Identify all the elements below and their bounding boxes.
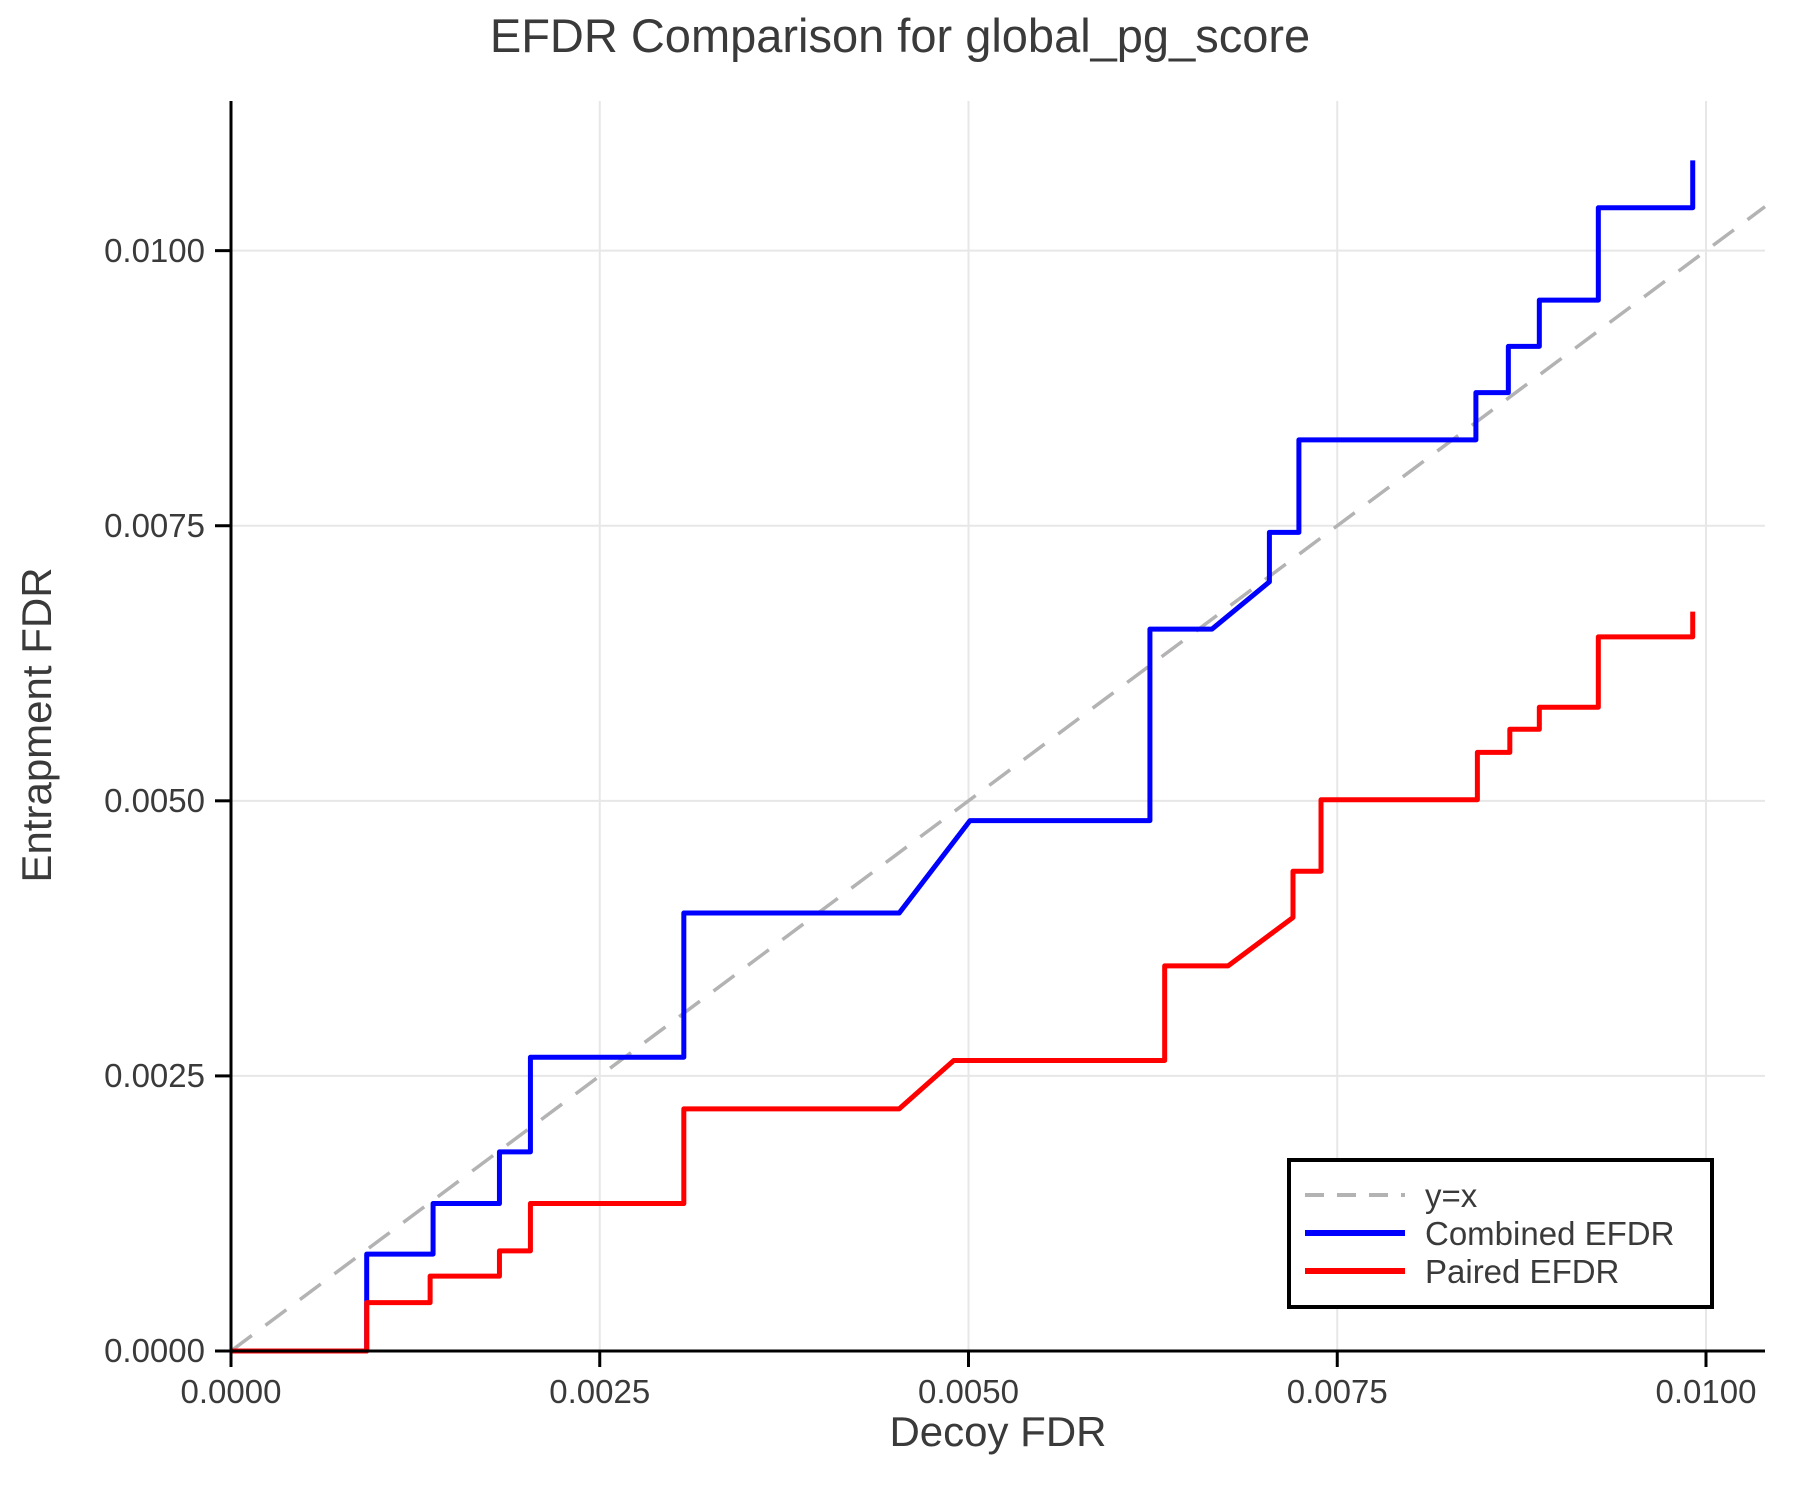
legend-label: Paired EFDR: [1425, 1252, 1620, 1290]
x-axis-label: Decoy FDR: [889, 1408, 1107, 1455]
x-tick-label: 0.0100: [1655, 1373, 1757, 1410]
y-tick-label: 0.0050: [104, 781, 205, 819]
legend-box: y=x Combined EFDR Paired EFDR: [1287, 1158, 1714, 1309]
series-line-paired-efdr: [231, 611, 1696, 1354]
series-line-combined-efdr: [231, 160, 1696, 1354]
x-tick-label: 0.0025: [549, 1373, 651, 1410]
y-tick-label: 0.0100: [104, 231, 205, 269]
blue-line-swatch-icon: [1305, 1230, 1405, 1236]
legend-label: Combined EFDR: [1425, 1214, 1675, 1252]
legend-item-paired-efdr: Paired EFDR: [1291, 1252, 1710, 1290]
legend-item-yx: y=x: [1291, 1176, 1710, 1214]
x-tick-label: 0.0075: [1286, 1373, 1388, 1410]
x-tick-label: 0.0000: [180, 1373, 282, 1410]
chart-title: EFDR Comparison for global_pg_score: [489, 9, 1311, 62]
series-line-y-x: [229, 205, 1767, 1353]
x-tick-label: 0.0050: [918, 1373, 1019, 1410]
y-tick-label: 0.0025: [104, 1056, 205, 1094]
legend-item-combined-efdr: Combined EFDR: [1291, 1214, 1710, 1252]
y-tick-label: 0.0075: [104, 506, 205, 544]
red-line-swatch-icon: [1305, 1268, 1405, 1274]
dashed-line-swatch-icon: [1305, 1193, 1405, 1197]
legend-label: y=x: [1425, 1176, 1478, 1214]
y-tick-label: 0.0000: [104, 1332, 205, 1369]
